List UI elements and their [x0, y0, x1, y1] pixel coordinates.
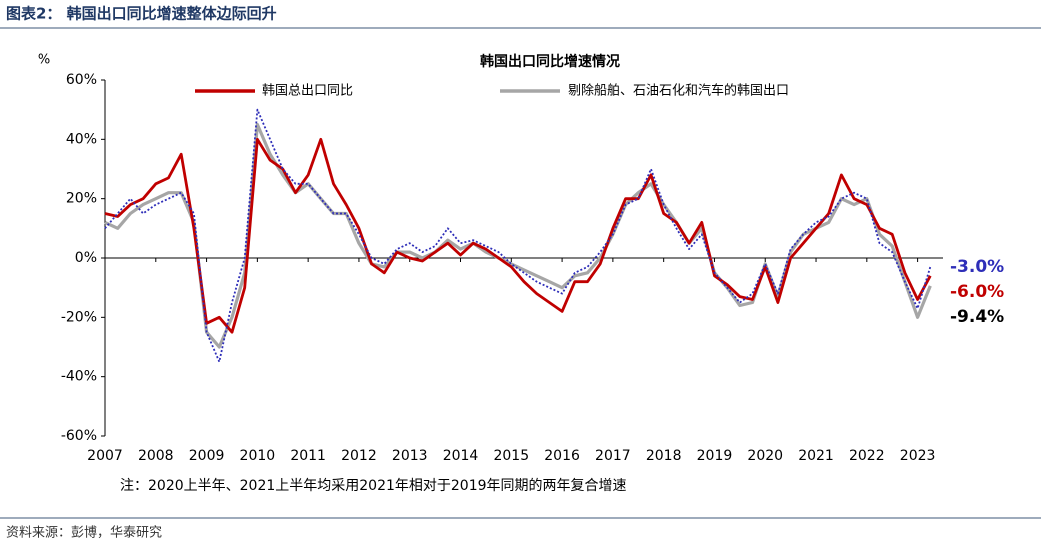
- y-tick-label: -20%: [61, 309, 97, 325]
- x-tick-label: 2009: [189, 448, 225, 464]
- x-tick-label: 2019: [697, 448, 733, 464]
- x-tick-label: 2015: [493, 448, 529, 464]
- x-tick-label: 2018: [646, 448, 682, 464]
- y-tick-label: 60%: [66, 72, 97, 88]
- y-tick-label: 0%: [75, 250, 97, 266]
- series-line: [104, 108, 932, 363]
- x-tick-label: 2014: [443, 448, 479, 464]
- end-label: -3.0%: [950, 257, 1004, 277]
- y-unit: %: [38, 53, 50, 68]
- x-tick-label: 2007: [87, 448, 123, 464]
- legend-label: 韩国总出口同比: [262, 84, 353, 99]
- y-tick-label: -40%: [61, 369, 97, 385]
- x-tick-label: 2021: [798, 448, 834, 464]
- end-label: -9.4%: [950, 307, 1004, 327]
- header: 图表2： 韩国出口同比增速整体边际回升: [6, 5, 277, 23]
- note: 注：2020上半年、2021上半年均采用2021年相对于2019年同期的两年复合…: [120, 477, 627, 494]
- x-tick-label: 2008: [138, 448, 174, 464]
- x-tick-label: 2017: [595, 448, 631, 464]
- source: 资料来源：彭博，华泰研究: [6, 526, 162, 541]
- y-tick-label: 20%: [66, 191, 97, 207]
- x-tick-label: 2011: [290, 448, 326, 464]
- x-tick-label: 2010: [240, 448, 276, 464]
- y-tick-label: -60%: [61, 428, 97, 444]
- series-line: [104, 137, 932, 334]
- legend-label: 剔除船舶、石油石化和汽车的韩国出口: [568, 83, 789, 99]
- x-tick-label: 2013: [392, 448, 428, 464]
- x-tick-label: 2016: [544, 448, 580, 464]
- x-tick-label: 2022: [849, 448, 885, 464]
- x-tick-label: 2012: [341, 448, 377, 464]
- end-label: -6.0%: [950, 282, 1004, 302]
- series-line: [104, 122, 932, 349]
- x-tick-label: 2020: [747, 448, 783, 464]
- y-tick-label: 40%: [66, 131, 97, 147]
- x-tick-label: 2023: [900, 448, 936, 464]
- chart-title: 韩国出口同比增速情况: [480, 53, 620, 70]
